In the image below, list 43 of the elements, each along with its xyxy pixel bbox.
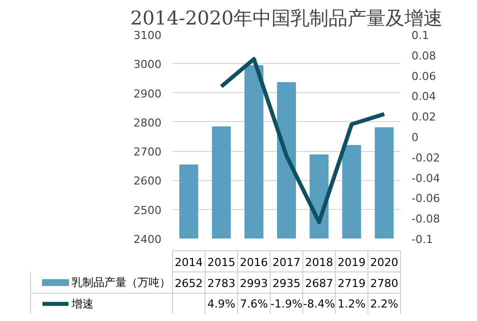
data-label: 2687	[305, 277, 334, 290]
data-label: 2993	[240, 277, 268, 290]
y-tick-label: 2400	[134, 233, 162, 246]
x-tick-label: 2018	[305, 256, 334, 269]
data-label: 4.9%	[207, 297, 236, 310]
data-label: 1.2%	[338, 297, 366, 310]
x-tick-label: 2015	[207, 256, 236, 269]
y-tick-label: 2600	[134, 174, 162, 188]
data-label: 2719	[338, 277, 366, 290]
x-tick-label: 2014	[174, 256, 203, 269]
data-label: 2.2%	[370, 297, 398, 310]
legend-label: 乳制品产量（万吨）	[72, 276, 170, 290]
y-tick-label: 3000	[134, 58, 162, 72]
y2-tick-label: -0.06	[412, 192, 440, 206]
y-tick-label: 2700	[134, 146, 162, 159]
data-label: -8.4%	[303, 297, 336, 310]
line-series	[219, 56, 386, 224]
data-label: 2652	[174, 277, 203, 290]
y-tick-label: 3100	[134, 29, 162, 42]
y2-tick-label: 0	[412, 131, 418, 144]
y2-tick-label: 0.1	[412, 29, 429, 42]
y2-tick-label: -0.1	[412, 233, 433, 246]
legend-label: 增速	[70, 297, 94, 310]
data-label: 2783	[207, 277, 236, 290]
y-tick-label: 2900	[134, 87, 162, 100]
x-tick-label: 2017	[272, 256, 301, 269]
data-label: 7.6%	[240, 297, 268, 310]
y-tick-label: 2500	[134, 204, 162, 217]
y2-tick-label: -0.08	[412, 212, 440, 226]
chart-title: 2014-2020年中国乳制品产量及增速	[130, 8, 443, 30]
y2-tick-label: -0.04	[412, 172, 440, 185]
data-label: 2780	[370, 277, 398, 290]
y2-tick-label: 0.04	[412, 90, 436, 104]
x-tick-label: 2020	[370, 256, 398, 269]
y2-tick-label: 0.06	[412, 70, 436, 83]
y2-tick-label: 0.08	[412, 49, 436, 62]
data-label: -1.9%	[270, 297, 302, 310]
y-tick-label: 2800	[134, 116, 162, 130]
x-tick-label: 2019	[338, 256, 366, 269]
data-label: 2935	[272, 277, 301, 290]
y2-tick-label: -0.02	[412, 151, 440, 164]
x-tick-label: 2016	[240, 256, 268, 269]
y2-tick-label: 0.02	[412, 110, 436, 124]
